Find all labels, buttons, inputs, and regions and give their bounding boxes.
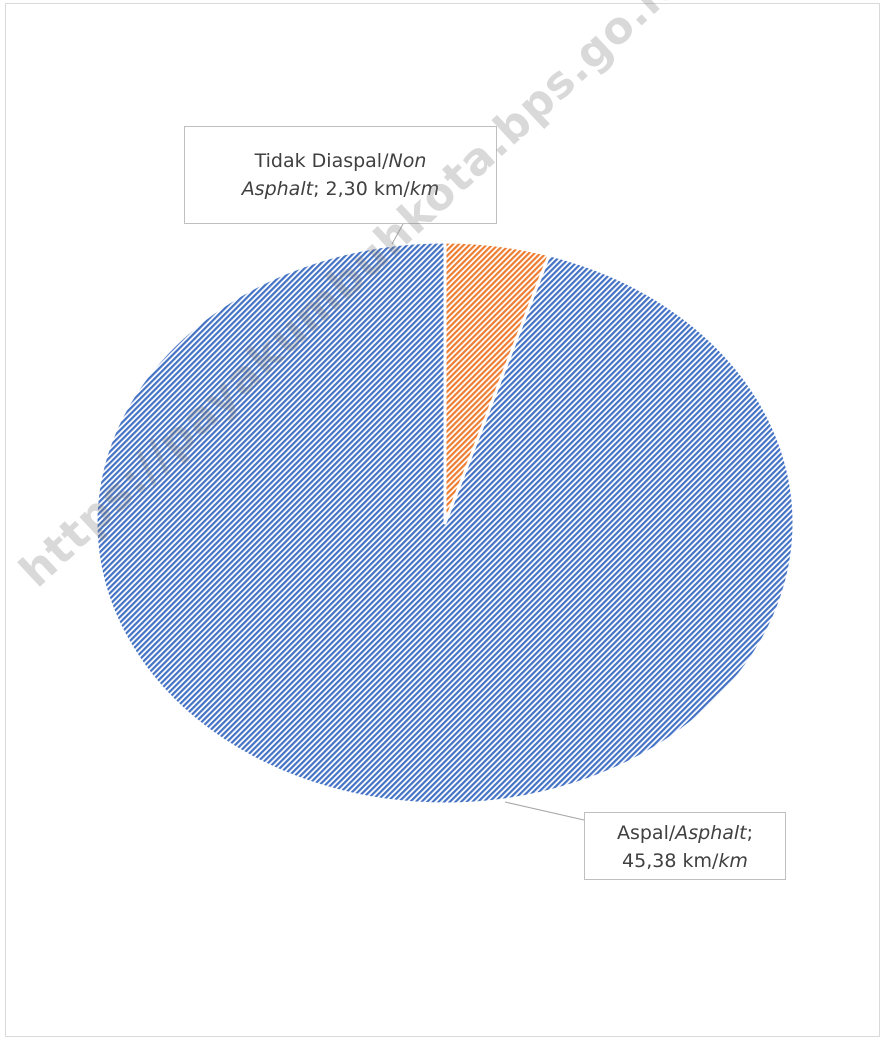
data-label-tidak-diaspal: Tidak Diaspal/Non Asphalt; 2,30 km/km xyxy=(184,126,497,224)
leader-line-0 xyxy=(504,801,585,821)
data-label-aspal: Aspal/Asphalt; 45,38 km/km xyxy=(584,812,786,880)
leader-line-1 xyxy=(391,223,404,245)
pie-slice-1 xyxy=(443,240,551,525)
chart-frame xyxy=(5,3,880,1037)
